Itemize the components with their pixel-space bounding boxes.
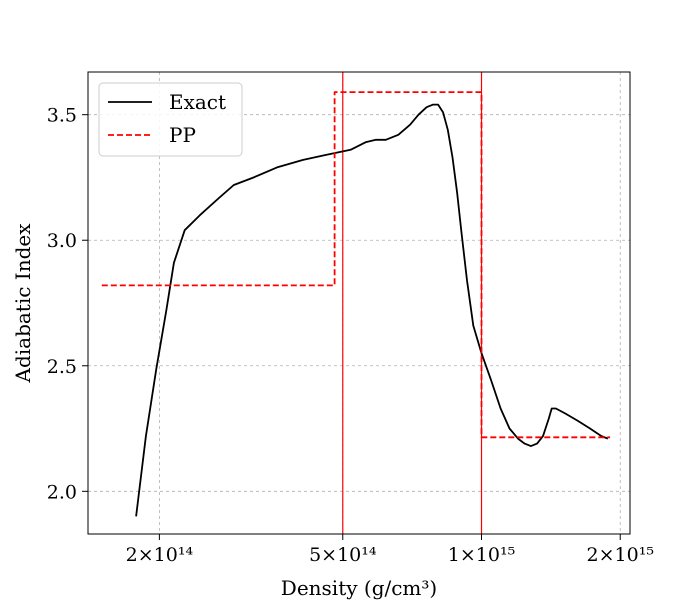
x-tick-label: 5×10¹⁴ xyxy=(309,544,377,566)
legend: Exact PP xyxy=(98,82,243,157)
x-tick-label: 2×10¹⁴ xyxy=(126,544,194,566)
axis-ticks: 2.0 2.5 3.0 3.5 2×10¹⁴ 5×10¹⁴ 1×10¹⁵ 2×10¹⁵ xyxy=(47,105,654,566)
series-line-pp xyxy=(101,91,610,439)
plot-area-frame xyxy=(87,71,631,535)
y-tick-label: 3.0 xyxy=(47,230,77,252)
y-tick-label: 2.0 xyxy=(47,481,77,503)
y-tick-label: 2.5 xyxy=(47,356,77,378)
legend-label-pp: PP xyxy=(169,123,196,147)
legend-label-exact: Exact xyxy=(169,90,226,114)
series-line-exact xyxy=(135,103,609,517)
x-axis-label: Density (g/cm³) xyxy=(281,576,437,600)
vertical-reference-lines xyxy=(342,72,483,534)
x-tick-label: 2×10¹⁵ xyxy=(587,544,654,566)
series-lines xyxy=(101,91,610,517)
x-tick-label: 1×10¹⁵ xyxy=(448,544,515,566)
y-tick-label: 3.5 xyxy=(47,105,77,127)
y-axis-label: Adiabatic Index xyxy=(11,223,35,384)
